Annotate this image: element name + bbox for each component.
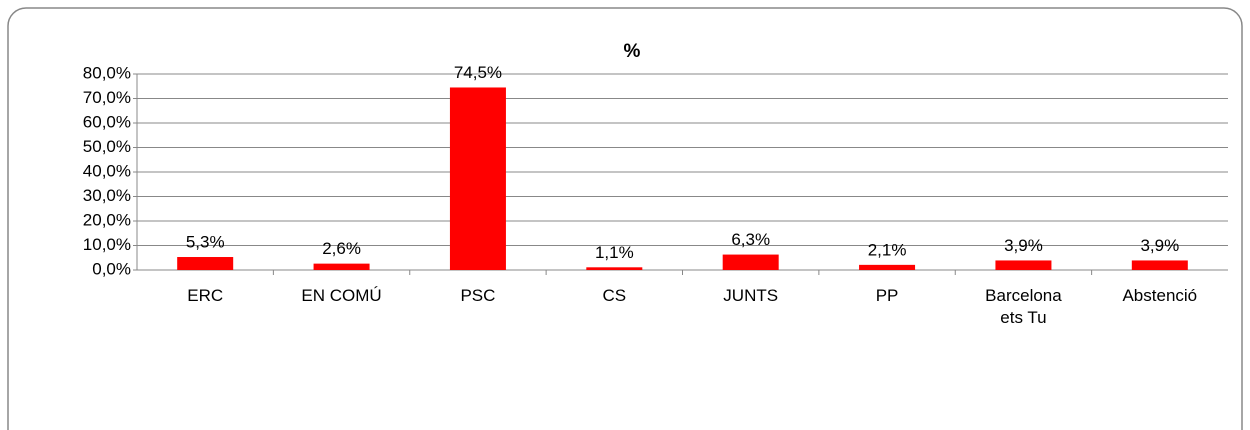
data-label: 2,6% — [322, 239, 361, 258]
y-tick-label: 10,0% — [83, 235, 131, 254]
x-tick-label: Abstenció — [1122, 286, 1198, 305]
data-label: 2,1% — [868, 240, 907, 259]
y-tick-label: 70,0% — [83, 88, 131, 107]
bar — [449, 87, 506, 270]
x-tick-label: PSC — [460, 286, 496, 305]
data-label: 5,3% — [186, 232, 225, 251]
bar — [995, 260, 1052, 270]
y-tick-label: 50,0% — [83, 137, 131, 156]
data-label: 6,3% — [731, 230, 770, 249]
bar — [1131, 260, 1188, 270]
chart-title: % — [624, 41, 641, 62]
x-tick-label: CS — [602, 286, 627, 305]
bar — [177, 257, 234, 270]
data-label: 3,9% — [1140, 236, 1179, 255]
bar — [586, 267, 643, 270]
x-tick-label: EN COMÚ — [301, 286, 382, 305]
data-label: 74,5% — [454, 63, 502, 82]
bar — [859, 264, 916, 270]
y-tick-label: 0,0% — [92, 259, 131, 278]
data-label: 1,1% — [595, 243, 634, 262]
bar — [313, 263, 370, 270]
data-label: 3,9% — [1004, 236, 1043, 255]
y-tick-label: 40,0% — [83, 161, 131, 180]
bar — [722, 254, 779, 270]
y-tick-label: 60,0% — [83, 112, 131, 131]
chart-border — [7, 7, 1243, 430]
x-tick-label: JUNTS — [723, 286, 779, 305]
y-tick-label: 80,0% — [83, 63, 131, 82]
y-tick-label: 30,0% — [83, 186, 131, 205]
x-tick-label: ERC — [187, 286, 224, 305]
y-tick-label: 20,0% — [83, 210, 131, 229]
x-tick-label: PP — [875, 286, 899, 305]
x-tick-label: Barcelona ets Tu — [985, 286, 1062, 327]
